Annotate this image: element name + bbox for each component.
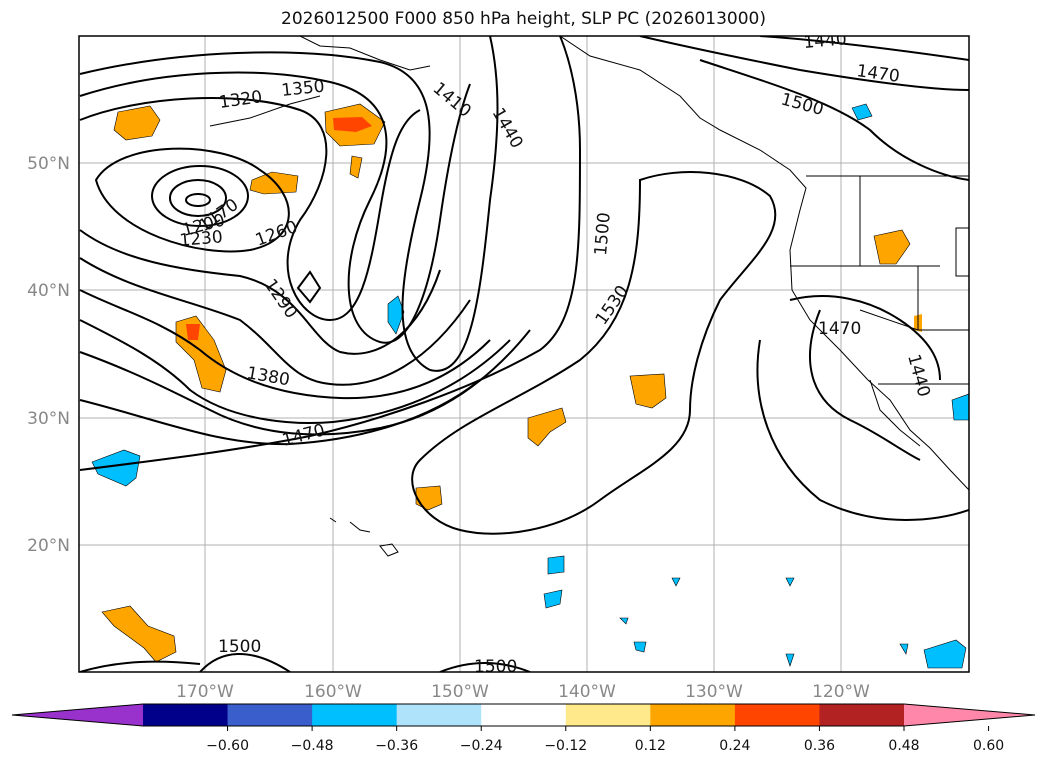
colorbar-tick-label: 0.60 [973,738,1004,754]
colorbar-tick-label: −0.48 [291,738,334,754]
lon-label: 120°W [812,682,870,702]
colorbar-tick-label: 0.36 [804,738,835,754]
colorbar-segment [396,704,482,726]
lon-label: 150°W [431,682,489,702]
colorbar-tick-label: −0.36 [375,738,418,754]
colorbar-tick-label: 0.24 [719,738,750,754]
lat-label: 40°N [27,281,70,301]
colorbar-segment [734,704,820,726]
slp-pc-negative-shading [91,103,969,669]
colorbar-tick-label: −0.60 [206,738,249,754]
slp-pc-positive-shading [101,103,922,663]
coastlines [209,36,969,557]
contour-label: 1500 [591,212,615,257]
map-title: 2026012500 F000 850 hPa height, SLP PC (… [281,9,766,29]
colorbar-tick-label: −0.24 [460,738,503,754]
contour-label: 1470 [818,319,861,339]
lon-label: 170°W [176,682,234,702]
colorbar-segment [650,704,736,726]
contour-label: 1500 [474,657,517,677]
lat-label: 20°N [27,536,70,556]
lon-label: 140°W [558,682,616,702]
colorbar-segment [481,704,567,726]
latitude-labels: 50°N 40°N 30°N 20°N [27,154,70,556]
colorbar-extend-min [12,704,143,726]
lat-label: 50°N [27,154,70,174]
lon-label: 130°W [685,682,743,702]
plot-frame [78,35,970,673]
colorbar-segment [819,704,905,726]
lon-label: 160°W [304,682,362,702]
colorbar-segment [227,704,313,726]
colorbar-segment [312,704,398,726]
contour-label: 1500 [218,637,261,657]
contour-label: 1440 [803,29,848,53]
colorbar-tick-label: 0.12 [635,738,666,754]
colorbar-tick-label: 0.48 [888,738,919,754]
colorbar-segment [565,704,651,726]
colorbar-segment [143,704,229,726]
lat-label: 30°N [27,409,70,429]
colorbar-extend-max [904,704,1035,726]
plot-area [79,36,969,672]
colorbar: −0.60 −0.48 −0.36 −0.24 −0.12 0.12 0.24 0.36 0.4… [11,703,1036,754]
contour-label: 1230 [179,227,224,251]
colorbar-tick-label: −0.12 [544,738,587,754]
longitude-labels: 170°W 160°W 150°W 140°W 130°W 120°W [176,682,870,702]
contour-label: 1350 [280,77,325,101]
height-contours [79,36,969,672]
